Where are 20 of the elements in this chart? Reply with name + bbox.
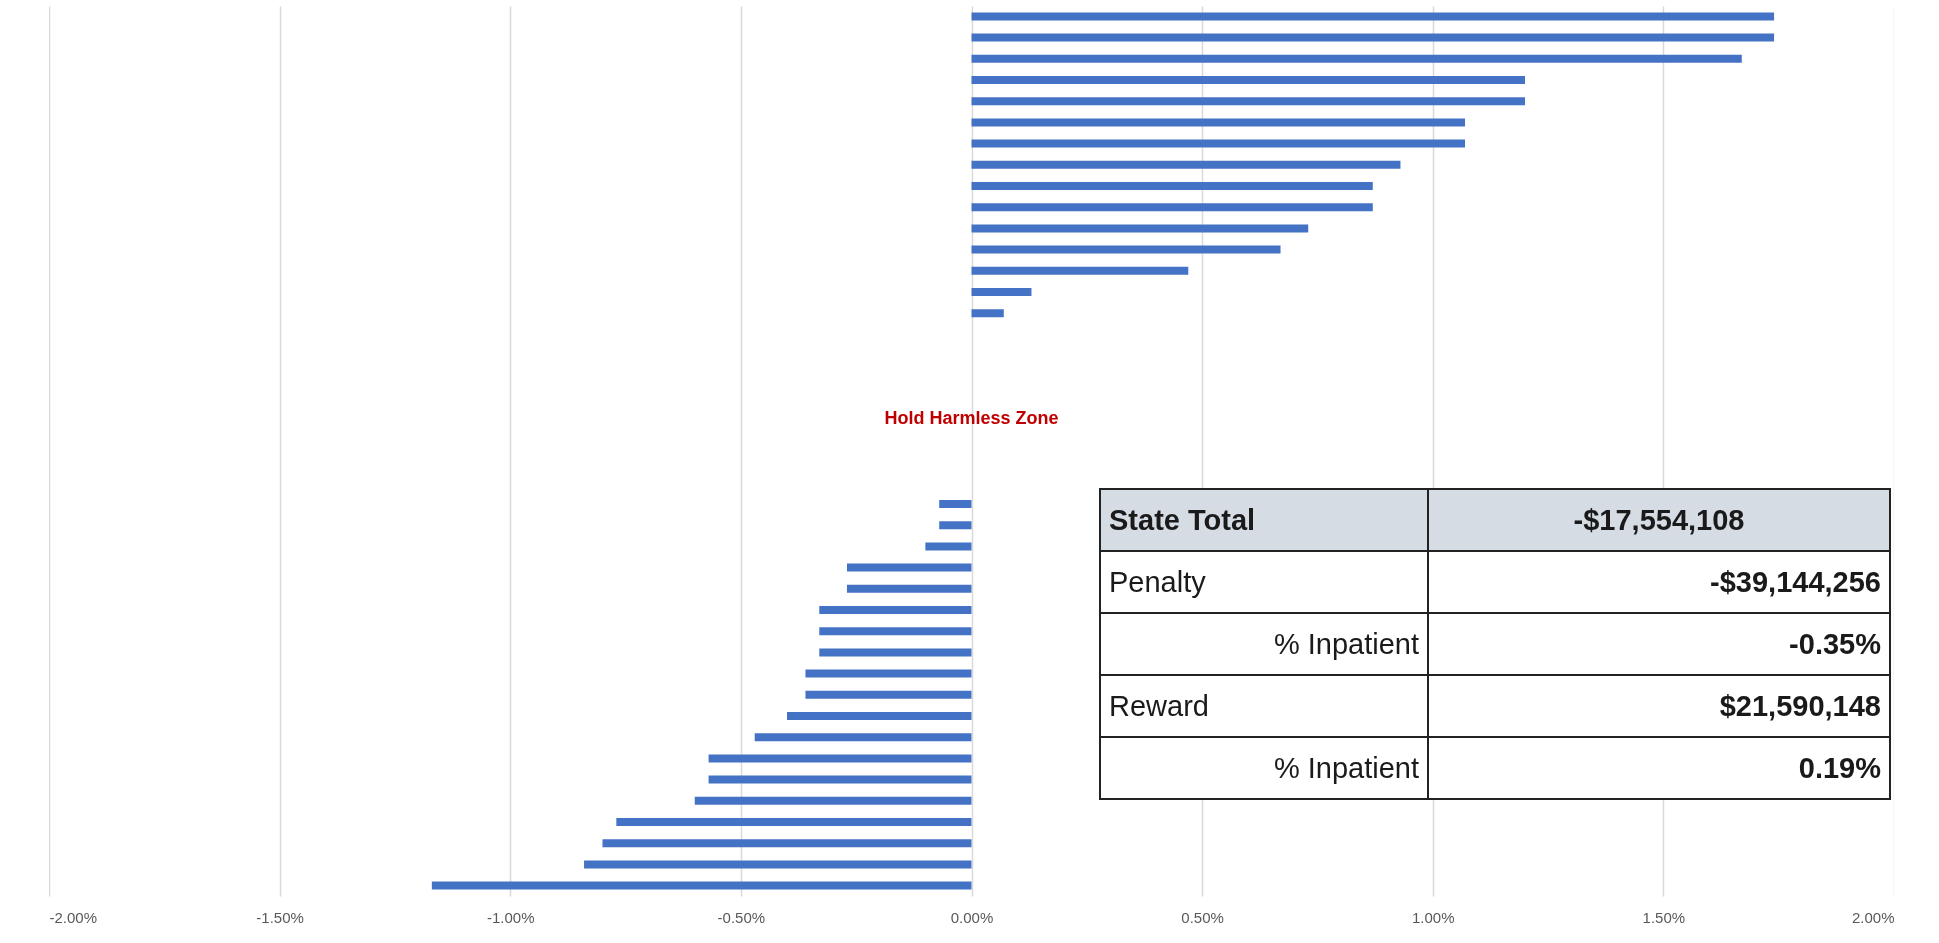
x-tick-label: 0.50% bbox=[1181, 908, 1224, 926]
x-tick-label: 1.50% bbox=[1642, 908, 1686, 926]
annotation: 0.19% bbox=[1428, 737, 1890, 799]
annotation: -0.35% bbox=[1428, 613, 1890, 675]
annotation: Hold Harmless Zone bbox=[884, 408, 1059, 429]
annotation: % Inpatient bbox=[1100, 613, 1428, 675]
annotation: % Inpatient bbox=[1100, 737, 1428, 799]
annotation: Reward bbox=[1100, 675, 1428, 737]
annotation: -$17,554,108 bbox=[1428, 489, 1890, 551]
annotation: $21,590,148 bbox=[1428, 675, 1890, 737]
annotation: Penalty bbox=[1100, 551, 1428, 613]
x-tick-label: -0.50% bbox=[717, 908, 766, 926]
x-tick-label: -2.00% bbox=[49, 908, 98, 926]
x-tick-label: 2.00% bbox=[1851, 908, 1895, 926]
x-tick-label: 0.00% bbox=[950, 908, 994, 926]
x-tick-label: -1.00% bbox=[486, 908, 535, 926]
annotation: State Total bbox=[1100, 489, 1428, 551]
x-tick-label: 1.00% bbox=[1411, 908, 1455, 926]
x-tick-label: -1.50% bbox=[256, 908, 304, 926]
annotation: -$39,144,256 bbox=[1428, 551, 1890, 613]
